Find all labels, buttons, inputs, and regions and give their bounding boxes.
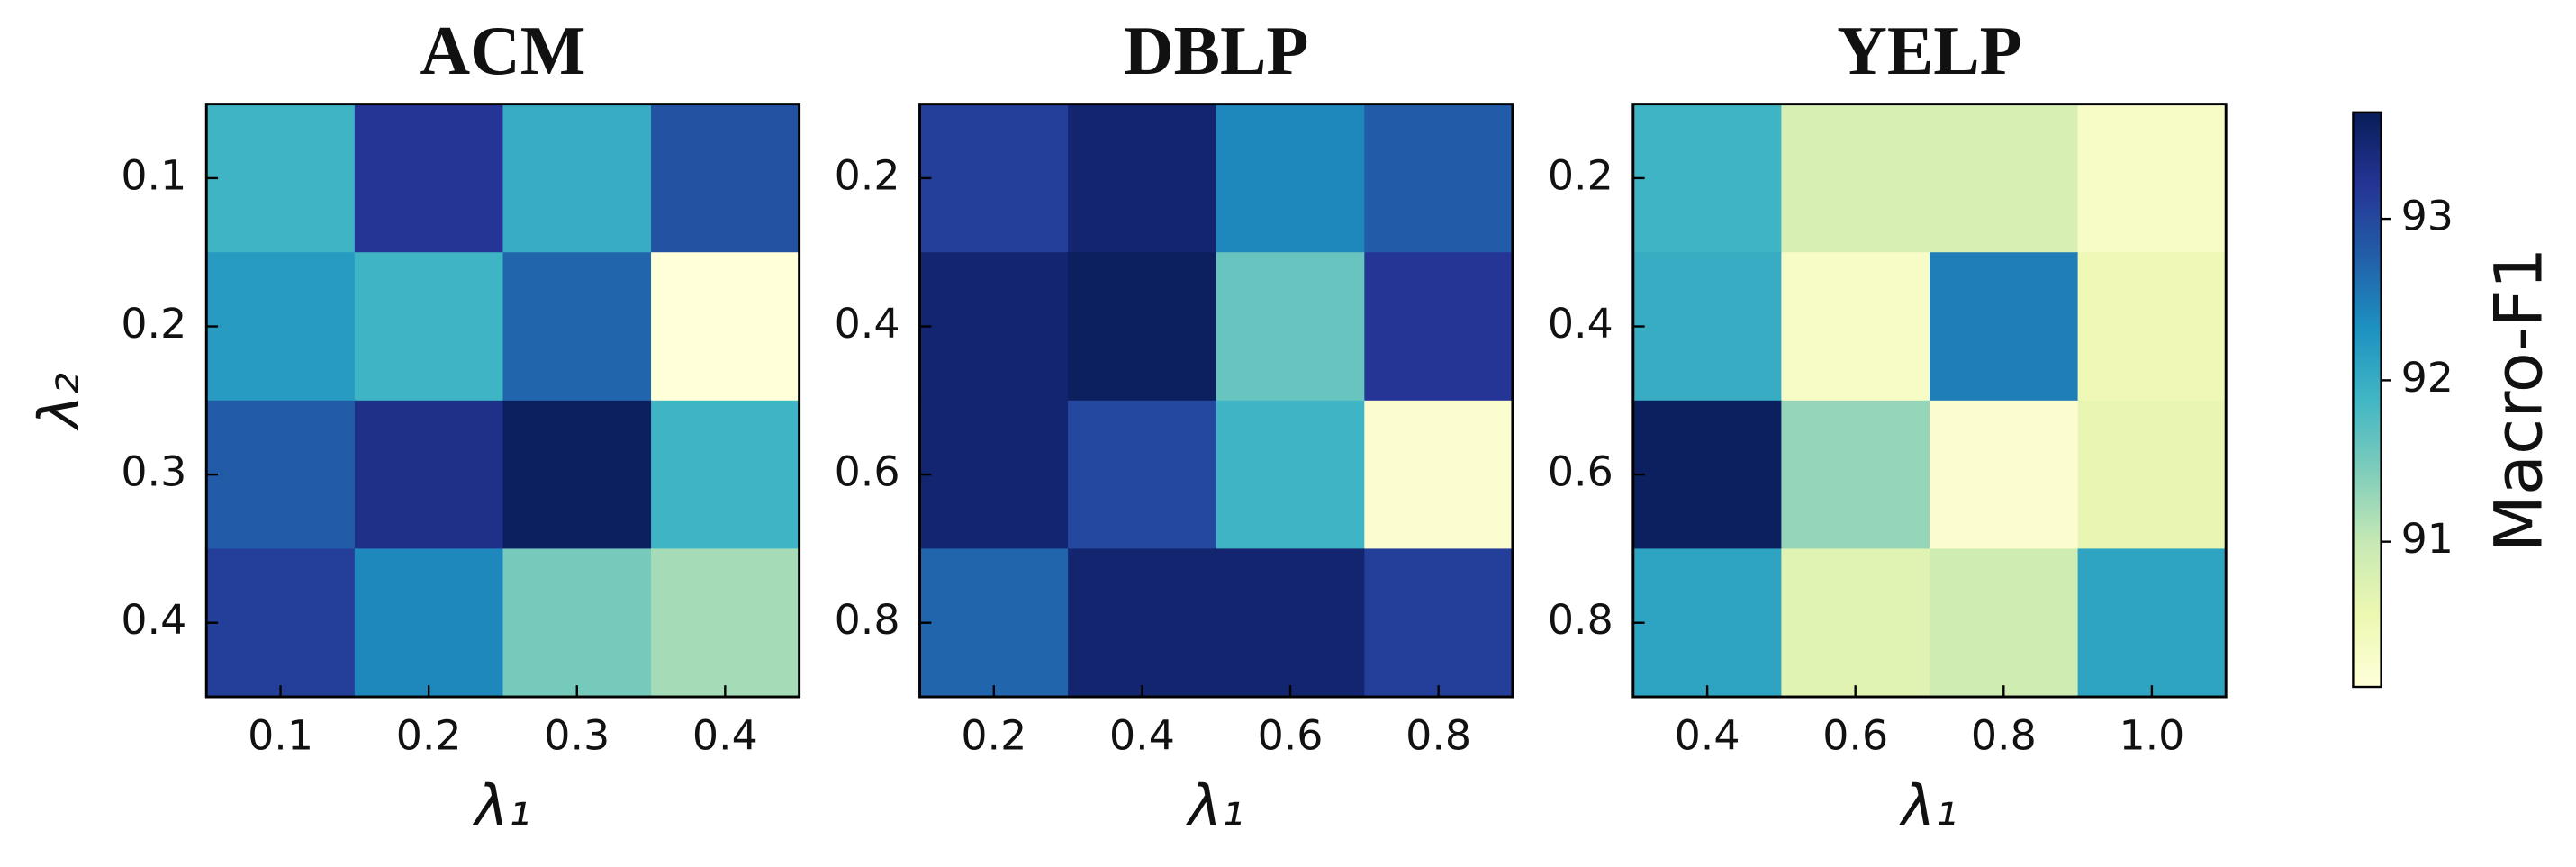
x-tick-label: 0.4	[1109, 710, 1175, 759]
y-tick-label: 0.8	[835, 595, 900, 644]
x-tick-label: 0.4	[1675, 710, 1740, 759]
y-axis-label: λ₂	[26, 373, 92, 431]
heatmap-cell	[2077, 400, 2228, 550]
heatmap-cell	[502, 104, 652, 254]
x-tick-label: 0.2	[961, 710, 1026, 759]
heatmap-cell	[919, 104, 1070, 254]
plot-frame	[1631, 103, 2228, 699]
y-tick-label: 0.2	[835, 150, 900, 199]
heatmap-cell	[1068, 252, 1217, 402]
x-tick-label: 0.3	[544, 710, 610, 759]
heatmap-cell	[1216, 104, 1366, 254]
heatmap-cell	[651, 104, 800, 254]
heatmap-cell	[2077, 104, 2228, 254]
heatmap-cell	[1929, 548, 2079, 698]
y-tick-label: 0.4	[835, 299, 900, 348]
heatmap-cell	[1929, 400, 2079, 550]
heatmap-cell	[502, 252, 652, 402]
y-tick-label: 0.4	[1548, 299, 1613, 348]
heatmap-cell	[1781, 548, 1930, 698]
heatmap-cell	[354, 252, 504, 402]
colorbar-tick-label: 92	[2401, 353, 2454, 402]
heatmap-cell	[206, 104, 356, 254]
y-tick-label: 0.6	[835, 447, 900, 496]
x-tick-label: 0.6	[1822, 710, 1888, 759]
x-axis-label: λ₁	[1899, 772, 1957, 838]
heatmap-cell	[1364, 400, 1514, 550]
y-tick-label: 0.4	[121, 595, 186, 644]
heatmap-cell	[651, 548, 800, 698]
heatmap-cell	[206, 252, 356, 402]
heatmap-cell	[651, 400, 800, 550]
heatmap-cell	[354, 400, 504, 550]
x-tick-label: 1.0	[2119, 710, 2184, 759]
colorbar-label: Macro-F1	[2481, 248, 2557, 553]
heatmap-cell	[1216, 400, 1366, 550]
x-tick-label: 0.6	[1258, 710, 1324, 759]
heatmap-cell	[1068, 400, 1217, 550]
panel-title: YELP	[1837, 12, 2021, 89]
x-tick-label: 0.2	[396, 710, 462, 759]
heatmap-cell	[651, 252, 800, 402]
heatmap-cell	[1781, 400, 1930, 550]
heatmap-cell	[1781, 104, 1930, 254]
colorbar-tick-label: 91	[2401, 514, 2454, 563]
plot-frame	[204, 103, 801, 699]
heatmap-cell	[1929, 252, 2079, 402]
x-axis-label: λ₁	[1186, 772, 1244, 838]
heatmap-cell	[206, 548, 356, 698]
heatmap-cell	[1632, 400, 1783, 550]
panel-title: ACM	[420, 12, 585, 89]
heatmap-cell	[919, 548, 1070, 698]
x-axis-label: λ₁	[472, 772, 530, 838]
heatmap-cell	[354, 104, 504, 254]
y-tick-label: 0.6	[1548, 447, 1613, 496]
heatmap-cell	[919, 252, 1070, 402]
heatmap-cell	[1632, 252, 1783, 402]
y-tick-label: 0.8	[1548, 595, 1613, 644]
heatmap-cell	[1364, 104, 1514, 254]
heatmap-cell	[1632, 104, 1783, 254]
colorbar-tick-label: 93	[2401, 192, 2454, 240]
heatmap-cell	[919, 400, 1070, 550]
x-tick-label: 0.8	[1406, 710, 1471, 759]
x-tick-label: 0.1	[248, 710, 313, 759]
heatmap-cell	[1929, 104, 2079, 254]
heatmap-cell	[354, 548, 504, 698]
heatmap-cell	[2077, 252, 2228, 402]
heatmap-cell	[1068, 104, 1217, 254]
y-tick-label: 0.3	[121, 447, 186, 496]
heatmap-cell	[1364, 548, 1514, 698]
x-tick-label: 0.8	[1971, 710, 2037, 759]
heatmap-cell	[2077, 548, 2228, 698]
heatmap-cell	[1364, 252, 1514, 402]
heatmap-cell	[1068, 548, 1217, 698]
y-tick-label: 0.2	[1548, 150, 1613, 199]
y-tick-label: 0.1	[121, 150, 186, 199]
heatmap-cell	[1216, 548, 1366, 698]
y-tick-label: 0.2	[121, 299, 186, 348]
colorbar	[2352, 111, 2382, 689]
heatmap-cell	[502, 548, 652, 698]
heatmap-cell	[206, 400, 356, 550]
heatmap-cell	[1632, 548, 1783, 698]
heatmap-cell	[1781, 252, 1930, 402]
x-tick-label: 0.4	[692, 710, 758, 759]
plot-frame	[918, 103, 1514, 699]
panel-title: DBLP	[1124, 12, 1308, 89]
heatmap-cell	[502, 400, 652, 550]
heatmap-cell	[1216, 252, 1366, 402]
